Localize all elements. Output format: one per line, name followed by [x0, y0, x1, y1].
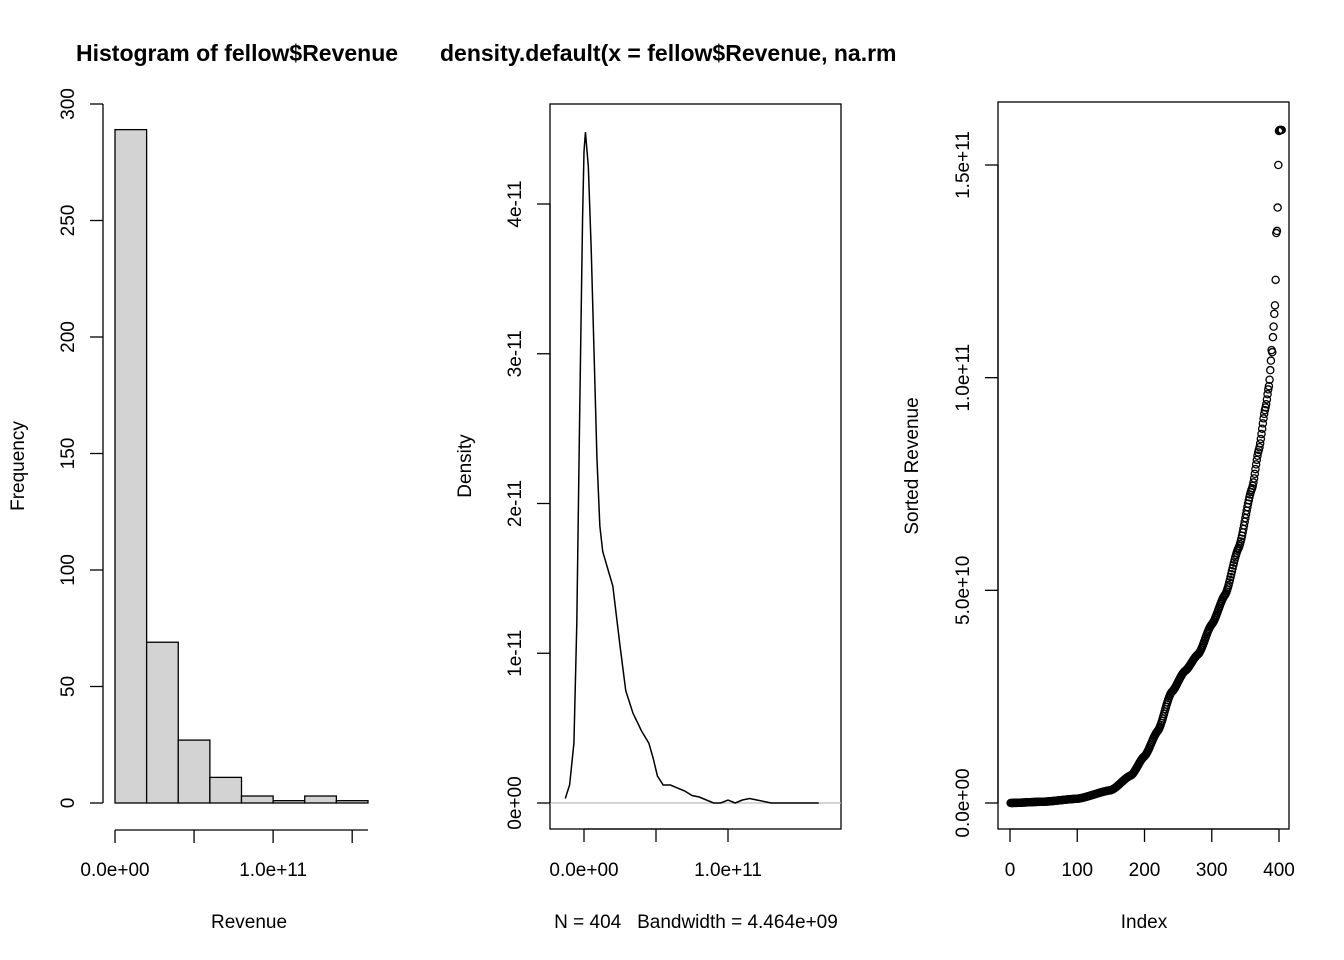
sorted-y-tick-label: 1.0e+11	[953, 344, 974, 412]
hist-bar	[114, 128, 148, 804]
sorted-point	[1257, 429, 1266, 439]
sorted-point	[1273, 203, 1282, 212]
sorted-point	[1270, 301, 1280, 310]
sorted-point	[1270, 309, 1279, 319]
sorted-point	[1251, 464, 1260, 474]
hist-title: Histogram of fellow$Revenue	[76, 40, 398, 66]
sorted-point	[1268, 347, 1277, 357]
sorted-point	[1266, 356, 1276, 365]
sorted-point	[1263, 389, 1272, 399]
sorted-y-tick-label: 5.0e+10	[953, 556, 974, 625]
hist-x-tick-label: 0.0e+00	[80, 860, 149, 881]
hist-y-tick-label: 0	[58, 798, 79, 809]
hist-bar	[240, 795, 274, 804]
sorted-x-tick-label: 400	[1263, 860, 1295, 881]
hist-y-tick-label: 250	[58, 205, 79, 237]
sorted-xlabel: Index	[1121, 912, 1168, 933]
density-x-tick-label: 1.0e+11	[694, 860, 762, 881]
density-ylabel: Density	[455, 434, 476, 498]
sorted-point	[1249, 478, 1258, 487]
sorted-point	[1255, 439, 1265, 448]
sorted-x-tick-label: 300	[1196, 860, 1228, 881]
density-y-tick-label: 2e-11	[505, 480, 526, 527]
density-x-tick-label: 0.0e+00	[549, 860, 618, 881]
sorted-point	[1257, 424, 1267, 433]
sorted-y-tick-label: 0.0e+00	[953, 768, 974, 837]
sorted-point	[1255, 442, 1264, 452]
sorted-point	[1264, 381, 1274, 391]
sorted-ylabel: Sorted Revenue	[902, 397, 923, 534]
hist-ylabel: Frequency	[8, 421, 29, 511]
sorted-point	[1259, 414, 1268, 423]
sorted-revenue-panel: 0 100 200 300 400 0.0e+00 5.0e+10 1.0e+11 1.5e+…	[902, 101, 1295, 933]
histogram-panel: 0.0e+00 1.0e+11 0 50 100 150 200 250 300 Histog…	[8, 40, 398, 933]
sorted-y-tick-label: 1.5e+11	[953, 131, 974, 199]
hist-bar	[272, 800, 306, 804]
density-line	[564, 132, 819, 804]
sorted-point	[1271, 275, 1280, 285]
sorted-x-tick-label: 100	[1061, 860, 1093, 881]
sorted-x-tick-label: 0	[1005, 860, 1016, 881]
hist-xlabel: Revenue	[211, 912, 287, 933]
sorted-point	[1251, 460, 1261, 469]
sorted-point	[1253, 451, 1262, 461]
hist-y-tick-label: 50	[58, 676, 79, 697]
sorted-point	[1266, 365, 1275, 375]
hist-y-tick-label: 200	[58, 321, 79, 353]
hist-y-tick-label: 300	[58, 88, 79, 120]
sorted-point	[1261, 403, 1270, 412]
density-xlabel: N = 404 Bandwidth = 4.464e+09	[554, 912, 838, 933]
hist-bar	[335, 800, 369, 804]
density-panel: 0.0e+00 1.0e+11 0e+00 1e-11 2e-11 3e-11 4e-11…	[440, 40, 897, 933]
sorted-point	[1262, 395, 1272, 404]
hist-y-tick-label: 100	[58, 554, 79, 586]
sorted-point	[1256, 434, 1266, 444]
density-y-tick-label: 0e+00	[505, 776, 526, 829]
sorted-point	[1263, 385, 1273, 394]
density-y-tick-label: 3e-11	[505, 330, 526, 377]
sorted-point	[1243, 499, 1253, 508]
sorted-point	[1277, 125, 1286, 135]
sorted-x-tick-label: 200	[1129, 860, 1161, 881]
sorted-point	[1274, 160, 1283, 170]
hist-bar	[177, 739, 211, 804]
sorted-point	[1249, 474, 1259, 483]
hist-bar	[304, 795, 338, 804]
sorted-point	[1261, 399, 1271, 409]
hist-y-tick-label: 150	[58, 438, 79, 470]
sorted-point	[1268, 332, 1278, 342]
sorted-point	[1269, 322, 1278, 331]
hist-x-tick-label: 1.0e+11	[239, 860, 307, 881]
hist-bar	[145, 641, 179, 804]
density-y-tick-label: 4e-11	[505, 180, 526, 227]
sorted-point	[1250, 469, 1260, 479]
density-y-tick-label: 1e-11	[505, 630, 526, 677]
hist-bar	[209, 776, 243, 804]
density-title: density.default(x = fellow$Revenue, na.r…	[440, 40, 897, 66]
sorted-point	[1265, 375, 1274, 384]
sorted-point	[1272, 226, 1282, 236]
sorted-point	[1258, 419, 1268, 428]
